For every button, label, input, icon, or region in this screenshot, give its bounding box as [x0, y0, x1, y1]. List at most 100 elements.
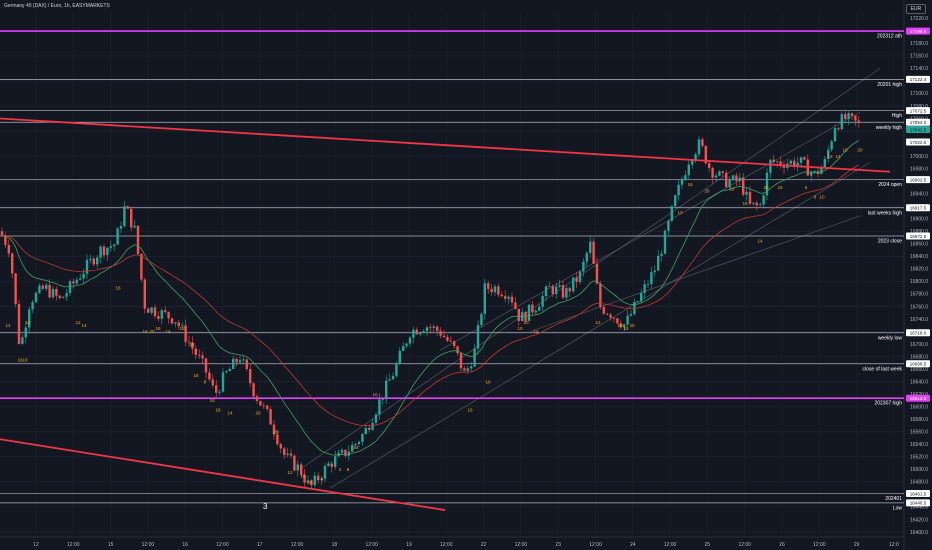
candle-body[interactable]	[748, 191, 752, 204]
candle-body[interactable]	[616, 318, 619, 324]
candle-body[interactable]	[310, 480, 313, 486]
candle-body[interactable]	[330, 463, 333, 467]
candle-body[interactable]	[575, 277, 578, 282]
candle-body[interactable]	[269, 409, 272, 425]
candle-body[interactable]	[799, 157, 803, 163]
candle-body[interactable]	[252, 383, 255, 397]
candle-body[interactable]	[708, 163, 711, 169]
candle-body[interactable]	[759, 204, 762, 206]
candle-body[interactable]	[439, 330, 442, 336]
candle-body[interactable]	[242, 359, 245, 361]
candle-body[interactable]	[500, 294, 503, 297]
candle-body[interactable]	[164, 310, 167, 312]
candle-body[interactable]	[221, 372, 225, 392]
candle-body[interactable]	[793, 160, 796, 167]
candle-body[interactable]	[548, 286, 551, 287]
candle-body[interactable]	[694, 154, 697, 161]
candle-body[interactable]	[58, 295, 61, 298]
candle-body[interactable]	[255, 396, 259, 401]
candle-body[interactable]	[602, 307, 605, 314]
candle-body[interactable]	[133, 225, 136, 228]
candle-body[interactable]	[62, 296, 65, 298]
candle-body[interactable]	[534, 310, 537, 313]
candle-body[interactable]	[320, 478, 323, 481]
candle-body[interactable]	[391, 375, 395, 380]
candle-body[interactable]	[561, 285, 565, 298]
candle-body[interactable]	[7, 244, 10, 254]
candle-body[interactable]	[419, 332, 422, 335]
candle-body[interactable]	[357, 441, 361, 445]
candle-body[interactable]	[300, 464, 303, 475]
candle-body[interactable]	[527, 304, 531, 321]
candle-body[interactable]	[629, 313, 633, 316]
candle-body[interactable]	[187, 341, 191, 343]
candle-body[interactable]	[466, 368, 469, 371]
candle-body[interactable]	[840, 114, 843, 130]
candle-body[interactable]	[626, 315, 629, 325]
candle-body[interactable]	[820, 167, 823, 175]
candle-body[interactable]	[592, 241, 595, 264]
candle-body[interactable]	[769, 159, 772, 173]
candle-body[interactable]	[782, 165, 786, 168]
candle-body[interactable]	[184, 325, 187, 342]
candle-body[interactable]	[408, 337, 412, 344]
candle-body[interactable]	[493, 286, 497, 293]
candle-body[interactable]	[697, 139, 701, 155]
candle-body[interactable]	[34, 292, 38, 303]
candle-body[interactable]	[347, 451, 350, 456]
candle-body[interactable]	[201, 355, 204, 359]
candle-body[interactable]	[323, 465, 327, 479]
candle-body[interactable]	[191, 342, 194, 349]
candle-body[interactable]	[45, 284, 48, 289]
candle-body[interactable]	[660, 253, 663, 257]
candle-body[interactable]	[82, 273, 85, 279]
candle-body[interactable]	[582, 261, 585, 272]
candle-body[interactable]	[453, 341, 456, 347]
candle-body[interactable]	[51, 289, 55, 298]
candle-body[interactable]	[306, 480, 310, 483]
candle-body[interactable]	[568, 288, 571, 292]
candle-body[interactable]	[65, 293, 68, 297]
candle-body[interactable]	[218, 391, 221, 393]
candle-body[interactable]	[102, 246, 106, 256]
candle-body[interactable]	[4, 235, 7, 245]
candle-body[interactable]	[446, 337, 449, 341]
candle-body[interactable]	[334, 456, 337, 467]
candle-body[interactable]	[606, 313, 609, 315]
candle-body[interactable]	[714, 175, 718, 178]
candle-body[interactable]	[21, 337, 24, 344]
candle-body[interactable]	[225, 371, 228, 373]
candle-body[interactable]	[442, 335, 446, 338]
candle-body[interactable]	[691, 160, 694, 165]
candle-body[interactable]	[303, 474, 306, 483]
candle-body[interactable]	[415, 329, 418, 335]
candle-body[interactable]	[517, 308, 520, 322]
candle-body[interactable]	[609, 314, 612, 318]
candle-body[interactable]	[718, 171, 721, 176]
candle-body[interactable]	[459, 353, 463, 369]
trendline[interactable]	[0, 117, 891, 173]
candle-body[interactable]	[585, 252, 588, 262]
candle-body[interactable]	[116, 228, 119, 245]
candle-body[interactable]	[725, 172, 728, 188]
candle-body[interactable]	[160, 310, 163, 319]
candle-body[interactable]	[521, 312, 524, 322]
candle-body[interactable]	[405, 343, 408, 347]
candle-body[interactable]	[388, 379, 391, 381]
candle-body[interactable]	[140, 253, 143, 280]
candle-body[interactable]	[490, 288, 493, 293]
candle-body[interactable]	[684, 175, 687, 180]
candle-body[interactable]	[313, 475, 316, 486]
candle-body[interactable]	[327, 463, 330, 466]
candle-body[interactable]	[106, 247, 109, 256]
candle-body[interactable]	[551, 286, 554, 294]
candle-body[interactable]	[395, 363, 398, 376]
candle-body[interactable]	[381, 399, 384, 400]
candle-body[interactable]	[833, 128, 837, 142]
candle-body[interactable]	[803, 157, 806, 160]
candle-body[interactable]	[286, 453, 289, 455]
candle-body[interactable]	[667, 220, 670, 231]
candle-body[interactable]	[374, 414, 378, 423]
candle-body[interactable]	[96, 257, 99, 265]
